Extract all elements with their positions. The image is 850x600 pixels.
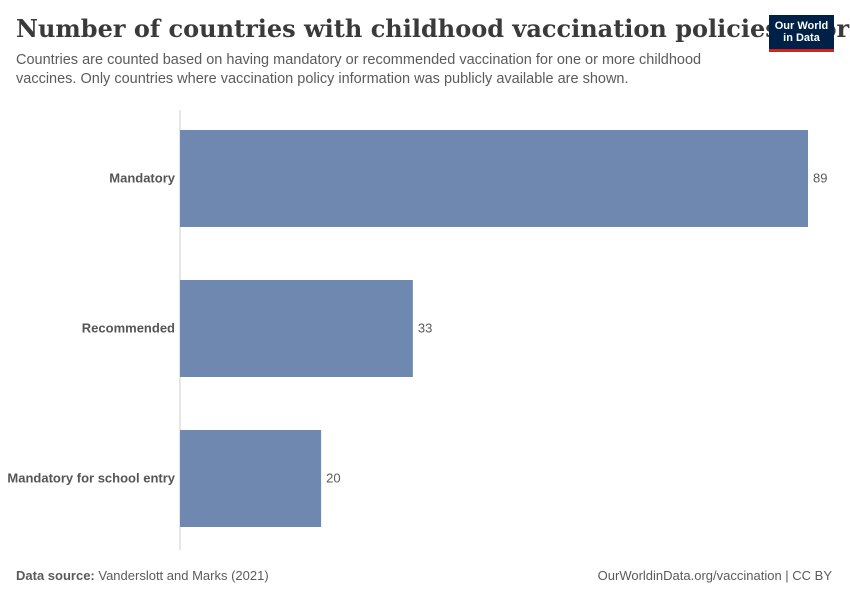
category-label: Mandatory for school entry xyxy=(7,471,175,486)
bar-mandatory[interactable] xyxy=(180,130,808,227)
logo-line-2: in Data xyxy=(783,32,820,44)
data-source: Data source: Vanderslott and Marks (2021… xyxy=(16,568,269,583)
value-label: 20 xyxy=(326,471,340,486)
chart-subtitle: Countries are counted based on having ma… xyxy=(16,52,702,87)
data-source-label: Data source: xyxy=(16,568,95,583)
value-label: 89 xyxy=(813,171,827,186)
value-label: 33 xyxy=(418,321,432,336)
data-source-link[interactable]: Vanderslott and Marks (2021) xyxy=(98,568,269,583)
category-label: Mandatory xyxy=(109,171,176,186)
owid-logo[interactable]: Our World in Data xyxy=(769,15,834,52)
logo-line-1: Our World xyxy=(774,20,829,32)
chart-title: Number of countries with childhood vacci… xyxy=(16,14,850,43)
bar-mandatory-for-school-entry[interactable] xyxy=(180,430,322,527)
bar-recommended[interactable] xyxy=(180,280,413,377)
category-label: Recommended xyxy=(82,321,175,336)
url-license[interactable]: OurWorldinData.org/vaccination | CC BY xyxy=(597,568,832,583)
